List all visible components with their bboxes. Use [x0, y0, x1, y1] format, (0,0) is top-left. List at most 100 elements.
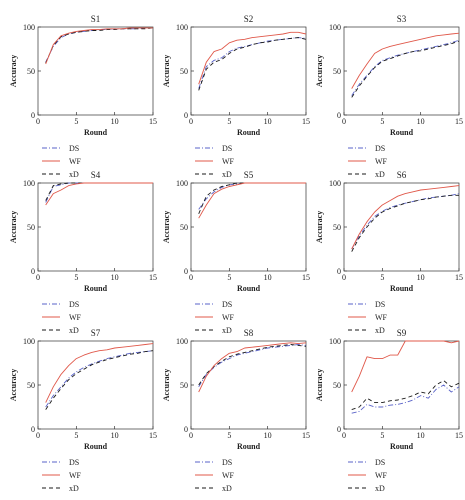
- y-tick-label: 0: [337, 267, 341, 276]
- series-line-ds: [198, 344, 307, 388]
- chart-title: S4: [91, 170, 101, 180]
- legend-label-xd: xD: [375, 484, 385, 493]
- legend-label-ds: DS: [69, 458, 79, 467]
- chart-title: S5: [244, 170, 254, 180]
- chart-panel-8: S8 0 50 100 0 5 10 15 Round Accuracy DS WF xD: [162, 328, 310, 493]
- series-line-xd: [45, 182, 153, 201]
- y-tick-label: 100: [329, 337, 341, 346]
- x-axis-label: Round: [237, 128, 261, 137]
- x-tick-label: 5: [227, 431, 231, 440]
- y-tick-label: 0: [31, 111, 35, 120]
- y-tick-label: 100: [176, 23, 188, 32]
- series-line-wf: [351, 185, 460, 250]
- y-tick-label: 50: [333, 67, 341, 76]
- x-tick-label: 10: [417, 273, 425, 282]
- y-tick-label: 100: [329, 179, 341, 188]
- x-tick-label: 0: [342, 273, 346, 282]
- legend-label-ds: DS: [69, 144, 79, 153]
- series-line-wf: [198, 31, 307, 85]
- plot-frame: [37, 340, 154, 430]
- series-line-xd: [198, 37, 307, 91]
- x-tick-label: 15: [302, 431, 310, 440]
- legend-label-xd: xD: [375, 326, 385, 335]
- plot-frame: [37, 182, 154, 272]
- legend-label-xd: xD: [69, 170, 79, 179]
- legend-label-ds: DS: [222, 458, 232, 467]
- chart-panel-5: S5 0 50 100 0 5 10 15 Round Accuracy DS WF xD: [162, 170, 310, 335]
- y-tick-label: 0: [31, 425, 35, 434]
- legend-label-xd: xD: [222, 484, 232, 493]
- x-tick-label: 0: [189, 431, 193, 440]
- legend-label-ds: DS: [375, 144, 385, 153]
- x-tick-label: 15: [149, 117, 157, 126]
- plot-frame: [190, 182, 307, 272]
- y-tick-label: 100: [23, 23, 35, 32]
- chart-title: S2: [244, 14, 254, 24]
- chart-title: S8: [244, 328, 254, 338]
- y-tick-label: 0: [184, 267, 188, 276]
- x-tick-label: 0: [36, 273, 40, 282]
- series-line-ds: [45, 350, 154, 408]
- series-line-ds: [351, 384, 460, 414]
- series-line-ds: [198, 37, 307, 89]
- y-axis-label: Accuracy: [162, 369, 171, 401]
- chart-panel-1: S1 0 50 100 0 5 10 15 Round Accuracy DS WF xD: [9, 14, 157, 179]
- series-line-xd: [198, 344, 307, 386]
- y-tick-label: 0: [337, 111, 341, 120]
- x-tick-label: 10: [111, 431, 119, 440]
- x-tick-label: 10: [264, 431, 272, 440]
- series-line-wf: [351, 340, 460, 393]
- series-line-ds: [198, 182, 306, 210]
- series-line-ds: [351, 193, 460, 250]
- x-tick-label: 10: [264, 273, 272, 282]
- y-tick-label: 100: [329, 23, 341, 32]
- chart-panel-9: S9 0 50 100 0 5 10 15 Round Accuracy DS WF xD: [315, 328, 463, 493]
- plot-frame: [190, 340, 307, 430]
- y-tick-label: 50: [27, 67, 35, 76]
- x-tick-label: 5: [380, 117, 384, 126]
- x-tick-label: 5: [380, 273, 384, 282]
- plot-frame: [343, 26, 460, 116]
- x-tick-label: 0: [189, 117, 193, 126]
- x-axis-label: Round: [237, 442, 261, 451]
- x-tick-label: 15: [455, 117, 463, 126]
- legend-label-ds: DS: [222, 300, 232, 309]
- y-axis-label: Accuracy: [162, 211, 171, 243]
- y-tick-label: 50: [27, 381, 35, 390]
- legend-label-xd: xD: [222, 326, 232, 335]
- x-tick-label: 10: [417, 117, 425, 126]
- x-tick-label: 10: [417, 431, 425, 440]
- plot-frame: [343, 340, 460, 430]
- plot-frame: [37, 26, 154, 116]
- series-line-xd: [45, 350, 154, 410]
- chart-title: S7: [91, 328, 101, 338]
- x-axis-label: Round: [390, 284, 414, 293]
- legend-label-wf: WF: [375, 157, 388, 166]
- y-tick-label: 50: [180, 381, 188, 390]
- chart-panel-7: S7 0 50 100 0 5 10 15 Round Accuracy DS WF xD: [9, 328, 157, 493]
- legend-label-ds: DS: [375, 300, 385, 309]
- series-line-wf: [198, 342, 307, 393]
- x-tick-label: 5: [227, 117, 231, 126]
- y-tick-label: 50: [180, 67, 188, 76]
- legend-label-ds: DS: [222, 144, 232, 153]
- y-tick-label: 100: [23, 337, 35, 346]
- legend-label-wf: WF: [69, 157, 82, 166]
- y-tick-label: 0: [31, 267, 35, 276]
- y-tick-label: 100: [23, 179, 35, 188]
- chart-title: S1: [91, 14, 101, 24]
- y-tick-label: 50: [27, 223, 35, 232]
- legend-label-wf: WF: [69, 313, 82, 322]
- x-axis-label: Round: [84, 442, 108, 451]
- legend-label-ds: DS: [69, 300, 79, 309]
- y-axis-label: Accuracy: [162, 55, 171, 87]
- series-line-xd: [351, 380, 460, 411]
- series-line-xd: [45, 27, 154, 64]
- legend-label-ds: DS: [375, 458, 385, 467]
- legend-label-wf: WF: [375, 471, 388, 480]
- x-tick-label: 10: [264, 117, 272, 126]
- y-tick-label: 0: [337, 425, 341, 434]
- x-axis-label: Round: [84, 284, 108, 293]
- chart-panel-4: S4 0 50 100 0 5 10 15 Round Accuracy DS WF xD: [9, 170, 157, 335]
